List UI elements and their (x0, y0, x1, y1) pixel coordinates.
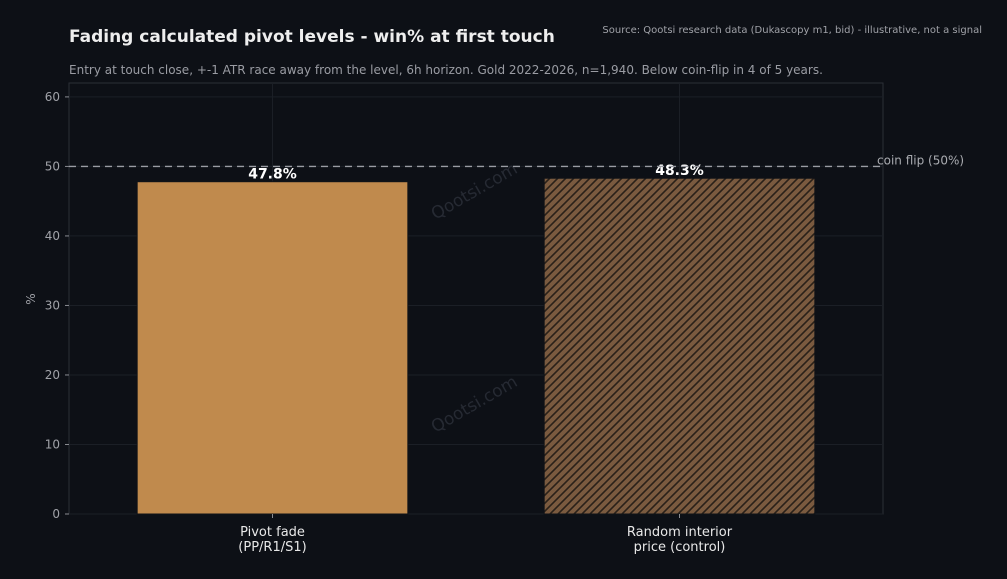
bar-pivot-fade (136, 181, 409, 515)
y-tick-label: 30 (45, 298, 60, 312)
y-tick-label: 50 (45, 159, 60, 173)
chart-subtitle: Entry at touch close, +-1 ATR race away … (69, 63, 823, 77)
y-axis-label: % (24, 293, 38, 304)
x-tick-label: (PP/R1/S1) (238, 540, 306, 555)
reference-line-label: coin flip (50%) (877, 153, 964, 167)
bar-random-control (543, 177, 816, 515)
y-tick-label: 10 (45, 437, 60, 451)
bar-data-label: 48.3% (655, 163, 704, 179)
y-tick-label: 20 (45, 368, 60, 382)
x-tick-label: price (control) (634, 540, 726, 555)
chart-source: Source: Qootsi research data (Dukascopy … (602, 25, 982, 36)
x-tick-label: Random interior (627, 525, 733, 540)
chart-title: Fading calculated pivot levels - win% at… (69, 27, 555, 47)
bar-data-label: 47.8% (248, 167, 297, 183)
y-tick-label: 60 (45, 90, 60, 104)
y-tick-label: 40 (45, 229, 60, 243)
x-tick-label: Pivot fade (240, 525, 305, 540)
y-tick-label: 0 (52, 507, 60, 521)
